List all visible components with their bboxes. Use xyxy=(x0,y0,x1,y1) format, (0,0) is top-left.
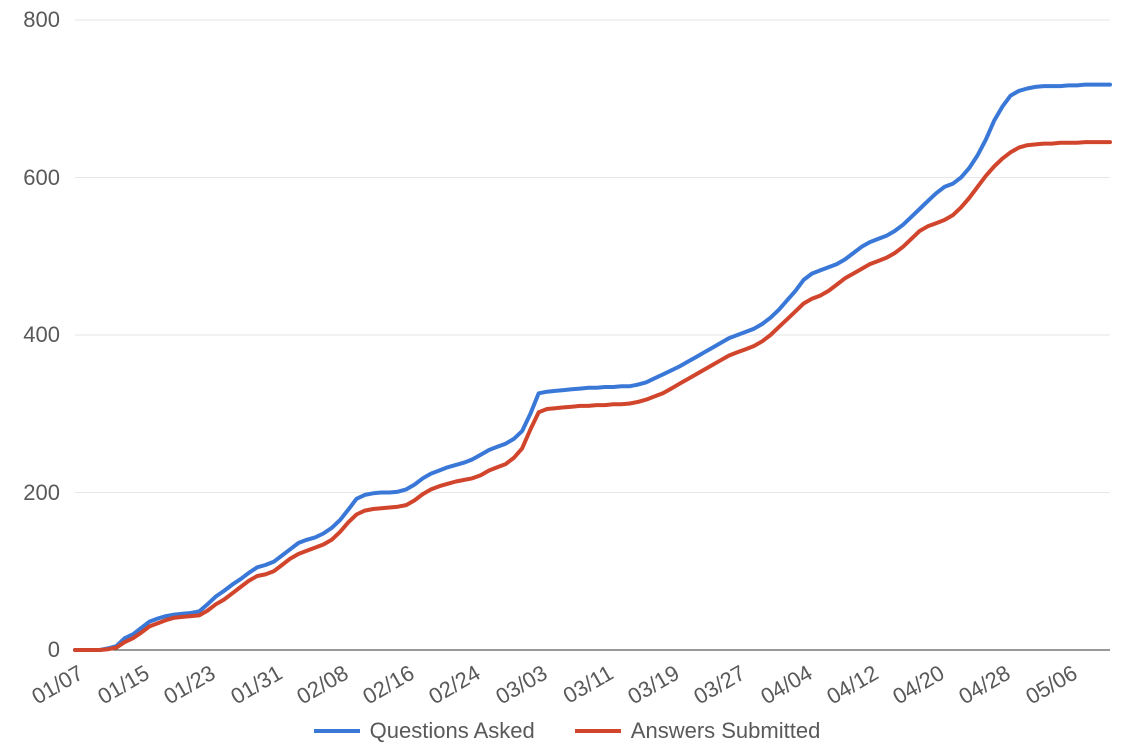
legend-swatch xyxy=(314,729,360,733)
legend: Questions Asked Answers Submitted xyxy=(0,718,1134,744)
legend-item: Answers Submitted xyxy=(575,718,821,744)
y-tick-label: 0 xyxy=(0,637,60,663)
y-tick-label: 200 xyxy=(0,480,60,506)
legend-item: Questions Asked xyxy=(314,718,535,744)
chart-root: Questions Asked Answers Submitted 0 200 400… xyxy=(0,0,1134,750)
legend-swatch xyxy=(575,729,621,733)
y-tick-label: 400 xyxy=(0,322,60,348)
legend-label: Questions Asked xyxy=(370,718,535,744)
y-tick-label: 800 xyxy=(0,7,60,33)
y-tick-label: 600 xyxy=(0,165,60,191)
legend-label: Answers Submitted xyxy=(631,718,821,744)
chart-svg xyxy=(0,0,1134,750)
series-line xyxy=(75,142,1110,650)
series-line xyxy=(75,85,1110,650)
